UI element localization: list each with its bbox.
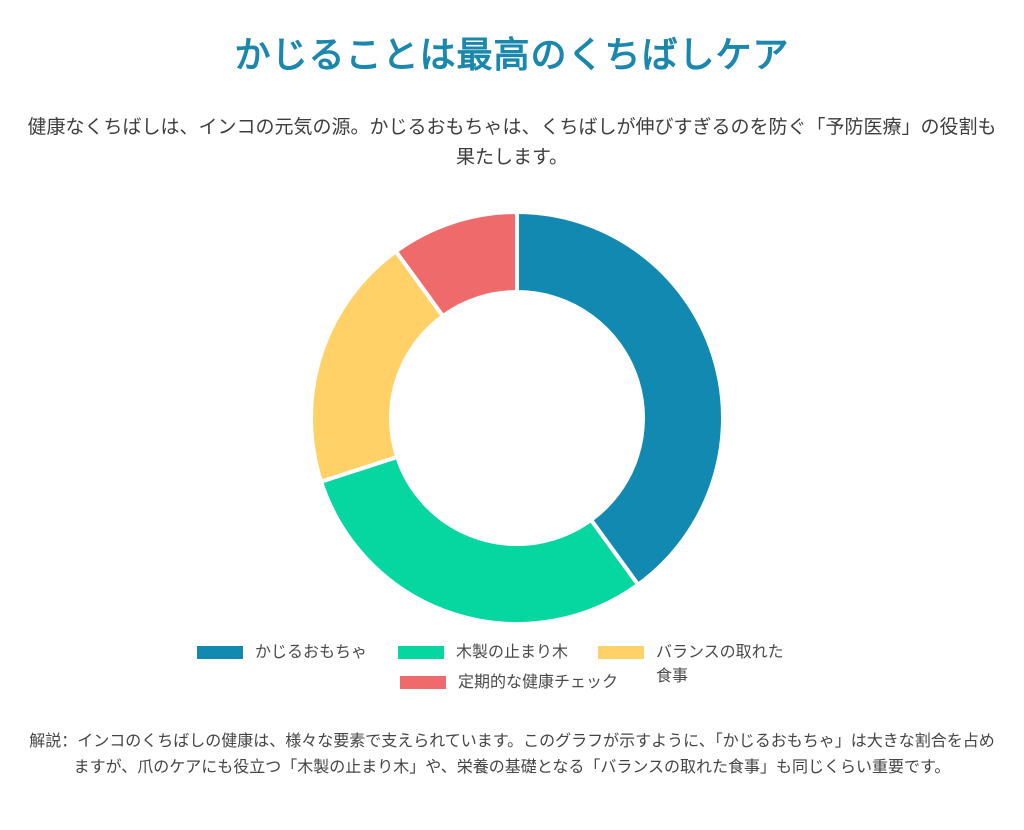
legend-item-kajiru-omocha[interactable]: かじるおもちゃ [197, 640, 367, 664]
legend-label: 定期的な健康チェック [458, 672, 619, 691]
legend-label: かじるおもちゃ [255, 642, 368, 661]
donut-slice-kajiru-omocha[interactable] [515, 209, 725, 588]
page-subtitle: 健康なくちばしは、インコの元気の源。かじるおもちゃは、くちばしが伸びすぎるのを防… [27, 116, 997, 168]
legend-swatch [197, 646, 243, 659]
legend-label: バランスの取れた 食事 [656, 642, 784, 685]
legend-swatch [398, 646, 444, 659]
donut-chart [0, 200, 1024, 630]
donut-slice-health-check[interactable] [393, 209, 519, 319]
donut-chart-svg [309, 209, 725, 627]
chart-legend: かじるおもちゃ 木製の止まり木 バランスの取れた 食事 定期的な健康チェック [0, 634, 1024, 704]
legend-item-balanced-diet[interactable]: バランスの取れた 食事 [598, 640, 784, 688]
donut-slice-wooden-perch[interactable] [318, 454, 641, 627]
legend-swatch [598, 646, 644, 659]
page-title: かじることは最高のくちばしケア [234, 35, 790, 76]
donut-slice-balanced-diet[interactable] [309, 248, 446, 485]
legend-item-wooden-perch[interactable]: 木製の止まり木 [398, 640, 568, 664]
legend-item-health-check[interactable]: 定期的な健康チェック [400, 670, 618, 694]
legend-swatch [400, 676, 446, 689]
legend-label: 木製の止まり木 [456, 642, 569, 661]
chart-explanation: 解説：インコのくちばしの健康は、様々な要素で支えられています。このグラフが示すよ… [29, 731, 995, 776]
